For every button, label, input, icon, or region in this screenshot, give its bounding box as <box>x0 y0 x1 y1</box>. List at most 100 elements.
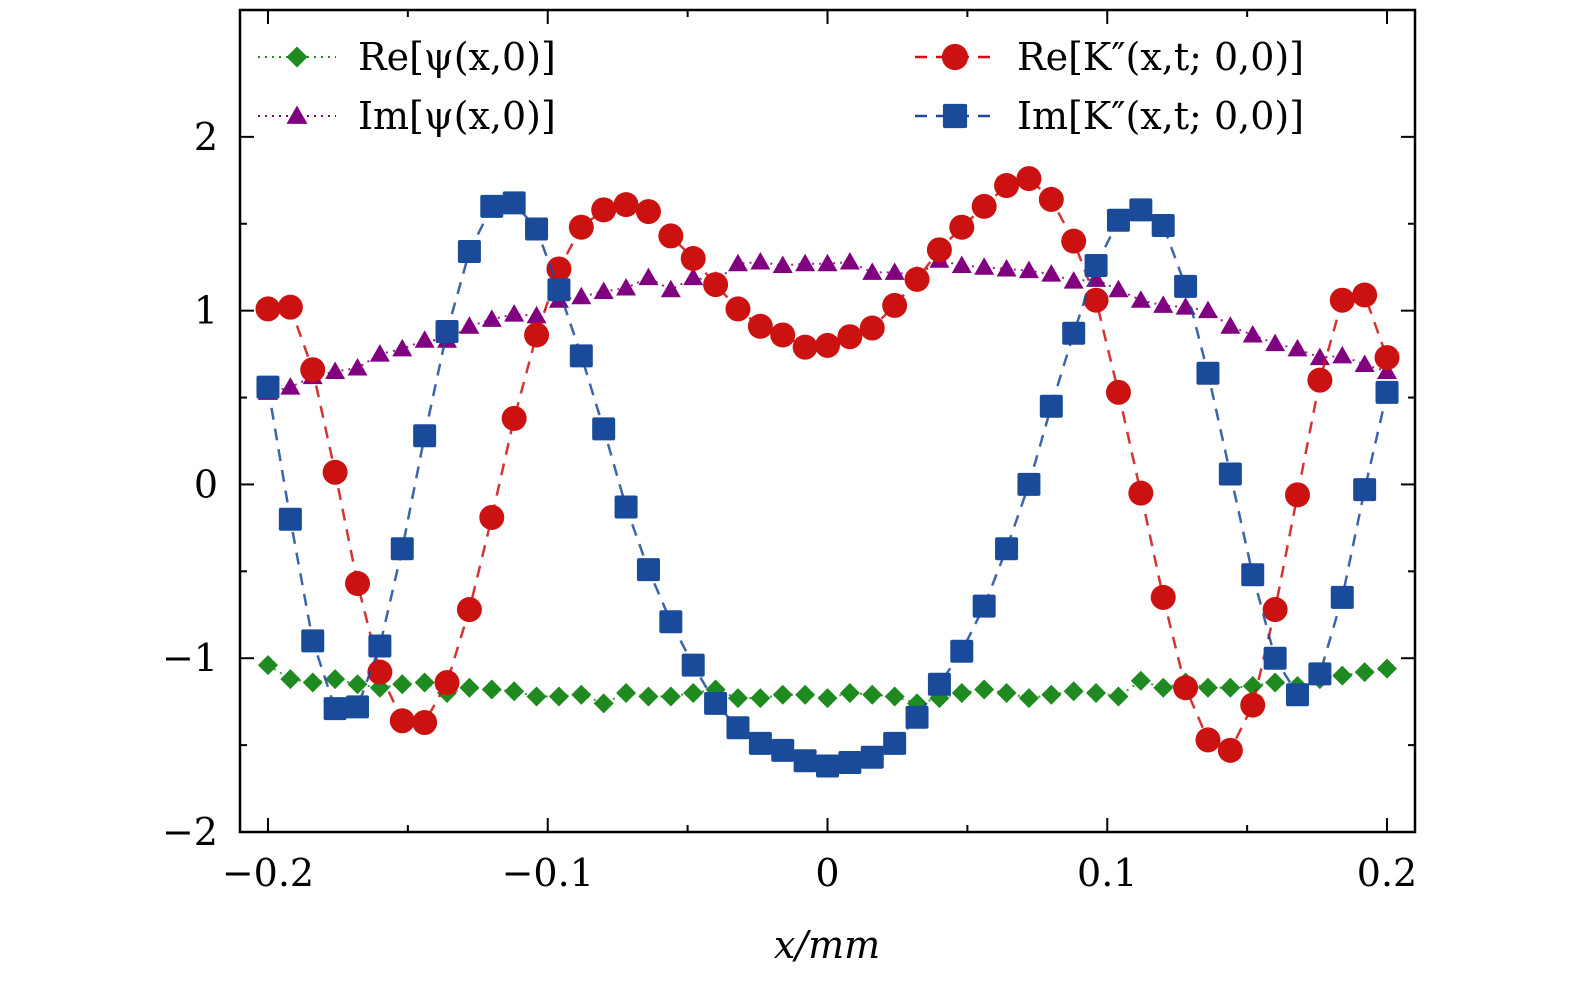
data-point <box>683 267 704 286</box>
data-point <box>1217 737 1243 763</box>
data-point <box>658 223 684 249</box>
data-point <box>1218 462 1242 486</box>
data-point <box>414 330 435 348</box>
data-point <box>883 731 907 755</box>
data-point <box>1151 213 1175 237</box>
data-point <box>838 750 862 774</box>
data-point <box>547 278 571 302</box>
data-point <box>660 686 681 707</box>
data-point <box>815 332 840 358</box>
data-point <box>1354 354 1375 373</box>
legend: Re[ψ(x,0)] Im[ψ(x,0)] Re[K″(x,t; 0,0)] Im[K… <box>258 35 1304 138</box>
data-point <box>1173 675 1199 701</box>
data-point <box>748 731 772 755</box>
data-point <box>1354 662 1375 683</box>
data-point <box>504 304 525 322</box>
series-diamond <box>257 655 1398 714</box>
data-point <box>1240 692 1266 718</box>
data-point <box>727 253 748 272</box>
data-point <box>1330 585 1354 609</box>
y-tick-label: −1 <box>162 636 218 680</box>
data-point <box>1105 379 1131 405</box>
data-point <box>1108 686 1129 707</box>
data-point <box>816 754 839 778</box>
data-point <box>256 375 280 399</box>
data-point <box>638 267 659 286</box>
data-point <box>593 281 614 300</box>
data-point <box>1262 597 1288 623</box>
y-tick-label: 0 <box>194 462 218 506</box>
data-point <box>1017 472 1041 496</box>
data-point <box>280 669 301 690</box>
data-point <box>951 682 972 703</box>
data-point <box>1174 274 1198 298</box>
data-point <box>616 682 637 703</box>
legend-marker <box>941 43 969 71</box>
legend-marker <box>942 103 968 129</box>
data-point <box>772 684 793 705</box>
data-point <box>726 716 750 740</box>
data-point <box>1106 208 1130 232</box>
data-point <box>862 262 883 280</box>
data-point <box>571 286 592 305</box>
data-point <box>725 296 751 322</box>
data-point <box>368 634 392 658</box>
data-point <box>1242 676 1263 697</box>
data-point <box>1062 321 1086 345</box>
legend-marker <box>286 105 308 124</box>
data-point <box>971 193 997 219</box>
data-point <box>1084 253 1108 277</box>
series-line <box>266 201 1389 768</box>
data-point <box>770 322 796 348</box>
data-point <box>1061 228 1087 254</box>
data-point <box>995 537 1019 561</box>
data-point <box>347 674 368 695</box>
legend-entry: Re[ψ(x,0)] <box>258 35 556 79</box>
data-point <box>704 691 728 715</box>
data-point <box>481 309 502 327</box>
data-point <box>839 251 860 270</box>
y-tick-label: −2 <box>162 810 218 854</box>
legend-label: Re[K″(x,t; 0,0)] <box>1017 35 1304 79</box>
data-point <box>926 237 952 263</box>
data-point <box>1150 584 1176 610</box>
x-tick-label: 0 <box>815 851 839 895</box>
y-axis: −2 −1 0 1 2 <box>162 115 1415 854</box>
data-point <box>683 682 704 703</box>
data-point <box>390 537 414 561</box>
data-point <box>793 749 817 773</box>
data-point <box>325 361 346 379</box>
data-point <box>616 278 637 296</box>
y-tick-label: 2 <box>194 115 218 159</box>
legend-label: Im[K″(x,t; 0,0)] <box>1017 94 1304 138</box>
data-point <box>1287 338 1308 357</box>
data-point <box>524 322 550 348</box>
data-point <box>1265 672 1286 693</box>
x-tick-label: −0.1 <box>502 851 594 895</box>
data-point <box>839 682 860 703</box>
data-point <box>882 292 908 318</box>
data-point <box>345 570 370 596</box>
data-point <box>414 672 435 693</box>
data-point <box>257 655 278 676</box>
data-point <box>459 677 480 698</box>
data-point <box>795 684 816 705</box>
data-point <box>750 688 771 709</box>
data-point <box>1265 333 1286 352</box>
data-point <box>280 377 301 395</box>
data-point <box>974 679 995 700</box>
data-point <box>703 272 729 298</box>
series-triangle <box>257 250 1398 400</box>
data-point <box>278 507 302 531</box>
data-point <box>1375 380 1399 404</box>
data-point <box>681 653 705 677</box>
data-point <box>526 305 547 324</box>
data-point <box>1016 166 1042 192</box>
data-point <box>817 688 838 709</box>
data-point <box>1130 670 1151 691</box>
data-point <box>1018 260 1039 279</box>
data-point <box>636 558 660 582</box>
plot-series <box>255 166 1400 778</box>
data-point <box>456 597 482 623</box>
data-point <box>904 266 930 292</box>
